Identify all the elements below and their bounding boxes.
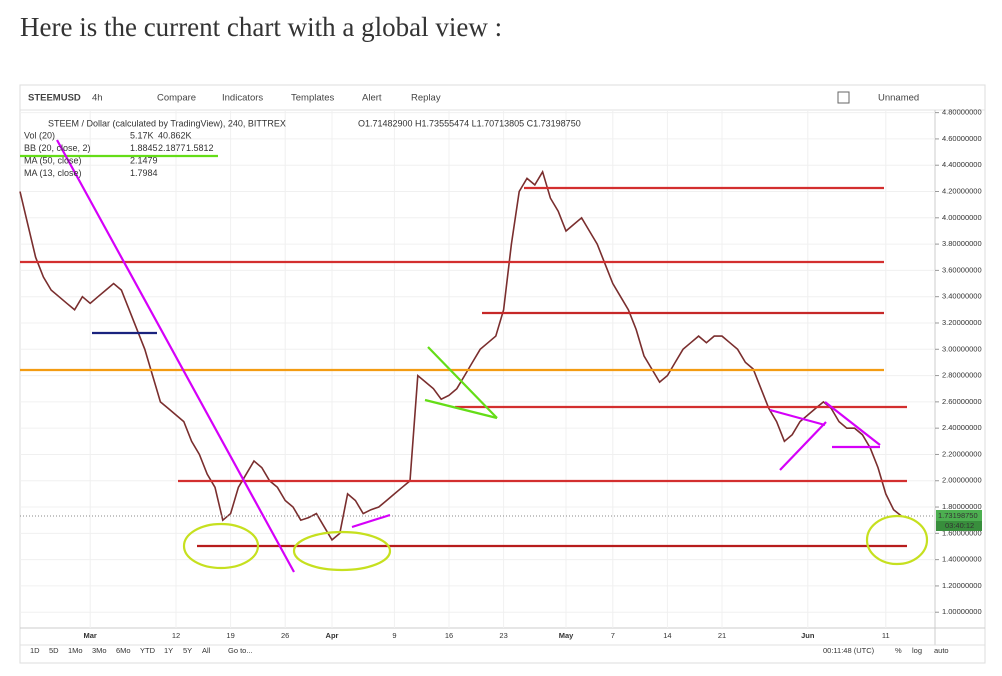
x-tick-label: Apr: [326, 631, 339, 640]
range-button[interactable]: 1Mo: [68, 646, 83, 655]
symbol[interactable]: STEEMUSD: [28, 93, 81, 104]
y-tick-label: 4.80000000: [942, 108, 982, 117]
toolbar-button[interactable]: Replay: [411, 93, 441, 104]
x-tick-label: 9: [392, 631, 396, 640]
y-tick-label: 4.20000000: [942, 186, 982, 195]
x-tick-label: 26: [281, 631, 289, 640]
range-button[interactable]: All: [202, 646, 211, 655]
indicator-value: 1.8845: [130, 143, 158, 153]
y-tick-label: 2.60000000: [942, 397, 982, 406]
y-tick-label: 3.40000000: [942, 292, 982, 301]
price-label: 1.73198750: [938, 511, 978, 520]
y-tick-label: 3.20000000: [942, 318, 982, 327]
highlight-ellipse: [865, 514, 929, 566]
heading: Here is the current chart with a global …: [20, 12, 502, 42]
x-tick-label: 14: [663, 631, 671, 640]
goto-button[interactable]: Go to...: [228, 646, 253, 655]
layout-name[interactable]: Unnamed: [878, 93, 919, 104]
trend-line: [769, 408, 826, 427]
y-tick-label: 1.60000000: [942, 528, 982, 537]
interval[interactable]: 4h: [92, 93, 103, 104]
plot: 1.00000000 1.20000000 1.40000000 1.60000000…: [19, 108, 982, 640]
x-tick-label: 12: [172, 631, 180, 640]
x-tick-label: 11: [882, 631, 890, 640]
x-tick-label: 21: [718, 631, 726, 640]
y-tick-label: 4.60000000: [942, 134, 982, 143]
x-tick-label: 7: [611, 631, 615, 640]
y-tick-label: 2.20000000: [942, 449, 982, 458]
toolbar-button[interactable]: Indicators: [222, 93, 263, 104]
y-tick-label: 1.00000000: [942, 607, 982, 616]
y-tick-label: 4.00000000: [942, 213, 982, 222]
indicator-name: Vol (20): [24, 130, 55, 140]
y-tick-label: 2.40000000: [942, 423, 982, 432]
trend-line: [424, 398, 498, 420]
trend-line: [56, 139, 295, 573]
price-label-box: [936, 509, 982, 521]
x-tick-label: Jun: [801, 631, 815, 640]
y-tick-label: 3.00000000: [942, 344, 982, 353]
y-tick-label: 3.80000000: [942, 239, 982, 248]
countdown: 03:40:12: [945, 521, 974, 530]
highlight-ellipse: [292, 530, 392, 572]
indicator-value: 1.5812: [186, 143, 214, 153]
scale-button[interactable]: %: [895, 646, 902, 655]
ohlc: O1.71482900 H1.73555474 L1.70713805 C1.7…: [358, 118, 581, 128]
drawings: [20, 139, 929, 573]
range-button[interactable]: 5D: [49, 646, 59, 655]
range-button[interactable]: 3Mo: [92, 646, 107, 655]
indicator-value: 5.17K: [130, 130, 154, 140]
x-tick-label: Mar: [84, 631, 97, 640]
bottom-bar: 1D 5D 1Mo 3Mo 6Mo YTD 1Y 5Y All Go to... 00:11:48 …: [30, 646, 949, 655]
scale-button[interactable]: auto: [934, 646, 949, 655]
range-button[interactable]: 1Y: [164, 646, 173, 655]
indicator-value: 2.1877: [158, 143, 186, 153]
trend-line: [779, 421, 827, 471]
trend-line: [351, 513, 391, 529]
legend-title: STEEM / Dollar (calculated by TradingVie…: [48, 118, 286, 128]
highlight-ellipse: [182, 522, 260, 570]
legend: STEEM / Dollar (calculated by TradingVie…: [24, 118, 581, 178]
x-tick-label: 23: [499, 631, 507, 640]
clock: 00:11:48 (UTC): [823, 646, 875, 655]
y-tick-label: 2.80000000: [942, 371, 982, 380]
y-tick-label: 4.40000000: [942, 160, 982, 169]
indicator-name: MA (13, close): [24, 168, 82, 178]
y-tick-label: 3.60000000: [942, 265, 982, 274]
x-tick-label: May: [559, 631, 574, 640]
toolbar-button[interactable]: Templates: [291, 93, 335, 104]
indicator-name: MA (50, close): [24, 155, 82, 165]
y-tick-label: 2.00000000: [942, 476, 982, 485]
chart-frame: [19, 84, 986, 664]
y-tick-label: 1.40000000: [942, 555, 982, 564]
y-tick-label: 1.80000000: [942, 502, 982, 511]
indicator-value: 40.862K: [158, 130, 192, 140]
indicator-value: 1.7984: [130, 168, 158, 178]
toolbar-button[interactable]: Alert: [362, 93, 382, 104]
x-tick-label: 19: [226, 631, 234, 640]
trend-line: [427, 346, 498, 419]
indicator-value: 2.1479: [130, 155, 158, 165]
checkbox[interactable]: [837, 91, 850, 104]
toolbar: STEEMUSD 4h Compare Indicators Templates…: [28, 91, 919, 104]
trend-line: [824, 401, 881, 446]
indicator-name: BB (20, close, 2): [24, 143, 91, 153]
range-button[interactable]: 6Mo: [116, 646, 131, 655]
scale-button[interactable]: log: [912, 646, 922, 655]
x-tick-label: 16: [445, 631, 453, 640]
y-tick-label: 1.20000000: [942, 581, 982, 590]
toolbar-button[interactable]: Compare: [157, 93, 196, 104]
range-button[interactable]: 5Y: [183, 646, 192, 655]
countdown-box: [936, 520, 982, 531]
range-button[interactable]: YTD: [140, 646, 156, 655]
range-button[interactable]: 1D: [30, 646, 40, 655]
